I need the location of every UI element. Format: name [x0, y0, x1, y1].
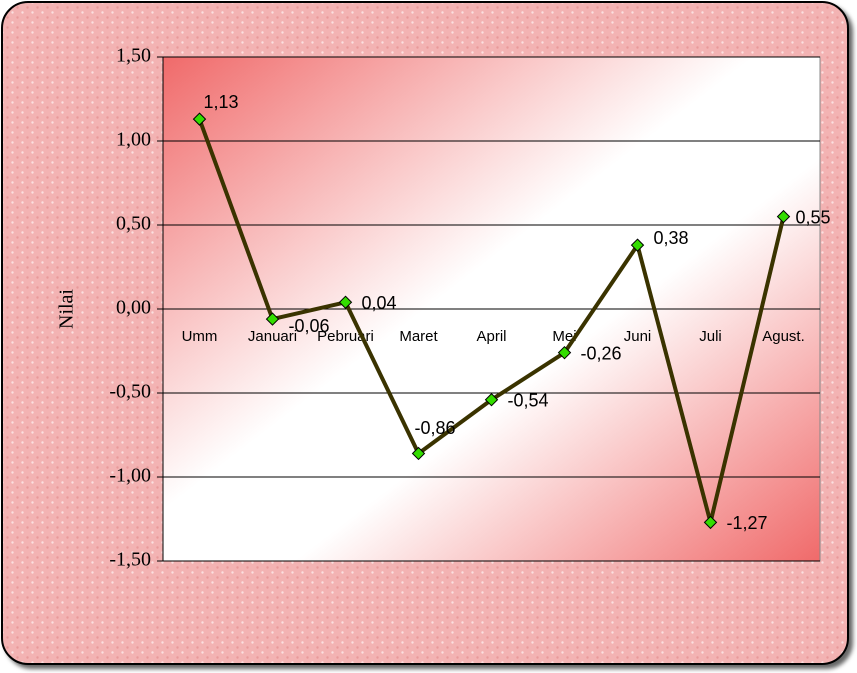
x-tick-label: Januari	[248, 328, 297, 345]
marker	[630, 238, 645, 252]
x-tick-label: Juli	[699, 328, 722, 345]
marker	[411, 446, 426, 461]
x-tick-label: Juni	[624, 328, 652, 345]
data-label: 1,13	[204, 92, 239, 112]
x-tick-label: April	[476, 328, 506, 345]
y-tick-label: -1,00	[109, 465, 151, 487]
data-label: -0,06	[289, 316, 330, 336]
data-label: -0,54	[508, 390, 549, 410]
y-tick-label: -0,50	[109, 381, 151, 403]
x-tick-label: Umm	[182, 328, 218, 345]
marker	[192, 112, 207, 126]
data-label: 0,04	[362, 293, 397, 313]
data-label: -0,86	[415, 418, 456, 438]
marker	[703, 515, 718, 530]
y-axis-label: Nilai	[56, 289, 78, 329]
y-tick-label: 1,00	[116, 129, 151, 151]
data-label: 0,55	[796, 207, 831, 227]
data-label: 0,38	[654, 228, 689, 248]
marker	[265, 312, 280, 326]
y-tick-label: 0,50	[116, 213, 151, 235]
marker	[484, 393, 499, 407]
marker	[338, 295, 353, 309]
x-tick-label: Agust.	[762, 328, 805, 345]
y-tick-label: -1,50	[109, 549, 151, 571]
data-label: -0,26	[581, 343, 622, 363]
marker	[776, 209, 791, 224]
x-tick-label: Maret	[399, 328, 438, 345]
marker	[557, 345, 572, 360]
y-tick-label: 0,00	[116, 297, 151, 319]
data-label: -1,27	[727, 513, 768, 533]
y-tick-label: 1,50	[116, 45, 151, 67]
